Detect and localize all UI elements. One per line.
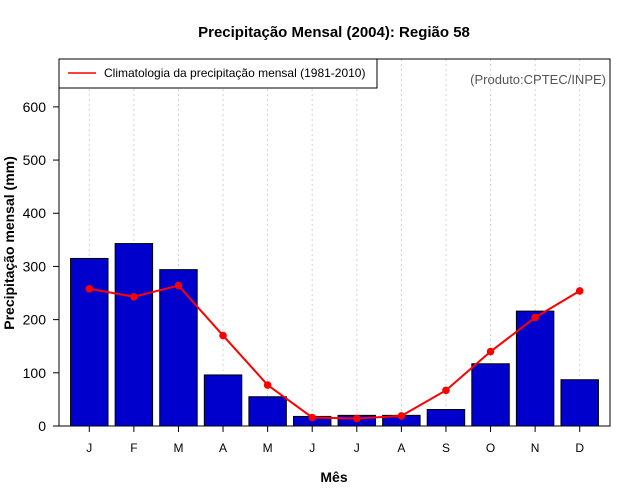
bar-11 (515, 310, 555, 427)
climatology-point-10 (486, 347, 495, 356)
y-tick-label: 0 (38, 418, 46, 434)
climatology-point-2 (130, 292, 138, 301)
bar-5 (248, 396, 287, 427)
x-tick-label: J (86, 441, 92, 455)
x-axis-title: Mês (320, 469, 347, 485)
bar-3 (159, 269, 198, 427)
x-tick-label: J (309, 441, 315, 455)
climatology-point-9 (442, 386, 450, 395)
x-tick-label: J (354, 441, 360, 455)
y-axis: 0 100 200 300 400 500 600 (23, 99, 60, 434)
x-tick-label: O (486, 441, 495, 455)
chart-title: Precipitação Mensal (2004): Região 58 (198, 24, 470, 41)
y-tick-label: 200 (23, 312, 47, 328)
x-tick-label: M (263, 441, 273, 455)
x-tick-label: A (219, 441, 227, 455)
y-tick-label: 500 (23, 152, 47, 168)
source-annotation: (Produto:CPTEC/INPE) (470, 72, 606, 87)
y-axis-title: Precipitação mensal (mm) (1, 156, 17, 330)
bar-9 (426, 409, 466, 427)
x-tick-label: D (575, 441, 584, 455)
bar-2 (114, 243, 154, 427)
y-tick-label: 100 (23, 365, 47, 381)
x-tick-label: F (130, 441, 137, 455)
climatology-point-11 (531, 313, 539, 322)
climatology-point-3 (174, 281, 183, 290)
y-tick-label: 300 (23, 258, 47, 274)
y-tick-label: 400 (23, 205, 47, 221)
climatology-point-1 (85, 284, 94, 293)
bar-series (70, 243, 599, 427)
bar-1 (70, 257, 109, 427)
x-tick-label: A (397, 441, 405, 455)
climatology-point-8 (397, 412, 406, 420)
bar-12 (560, 379, 599, 427)
x-tick-label: M (173, 441, 183, 455)
climatology-line (89, 284, 581, 420)
y-tick-label: 600 (23, 99, 47, 115)
climatology-point-5 (263, 381, 272, 389)
bar-4 (203, 374, 243, 427)
bar-10 (471, 363, 510, 427)
x-tick-label: N (531, 441, 540, 455)
legend-box (58, 58, 378, 89)
climatology-series (85, 281, 584, 423)
legend: Climatologia da precipitação mensal (198… (58, 58, 378, 89)
climatology-point-12 (575, 287, 584, 295)
climatology-point-7 (352, 414, 361, 423)
climatology-point-4 (219, 331, 227, 340)
legend-label: Climatologia da precipitação mensal (198… (104, 66, 365, 80)
climatology-point-6 (308, 413, 317, 422)
x-tick-label: S (442, 441, 450, 455)
